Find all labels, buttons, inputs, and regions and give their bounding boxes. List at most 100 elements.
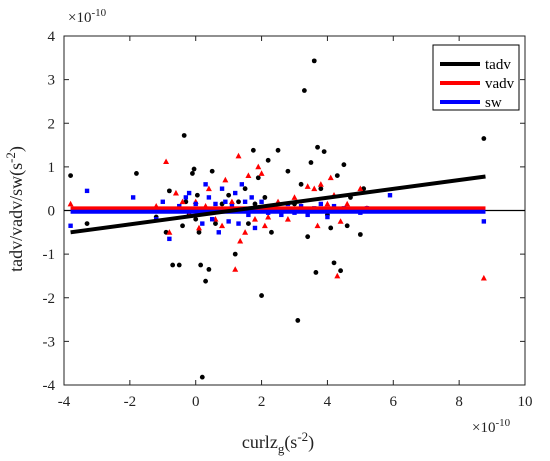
tadv-point — [193, 216, 199, 222]
tadv-point — [344, 223, 350, 229]
tadv-point — [194, 192, 200, 198]
vadv-point — [242, 229, 249, 235]
vadv-point — [205, 185, 212, 192]
sw-point — [130, 195, 136, 200]
vadv-point — [67, 200, 74, 207]
x-tick-label: -2 — [124, 394, 137, 410]
vadv-point — [232, 266, 239, 272]
tadv-point — [285, 168, 291, 174]
legend-box — [432, 44, 520, 111]
y-tick-label: 1 — [48, 160, 56, 176]
sw-point — [252, 225, 258, 231]
tadv-point — [255, 175, 261, 181]
tadv-point — [295, 318, 301, 323]
y-tick-label: -4 — [43, 378, 56, 394]
sw-point — [387, 193, 393, 198]
tadv-point — [199, 374, 205, 380]
tadv-point — [134, 171, 139, 176]
sw-point — [183, 195, 189, 200]
tadv-point — [321, 149, 327, 155]
legend-label-sw: sw — [485, 95, 502, 111]
tadv-point — [259, 293, 264, 298]
sw-point — [279, 212, 284, 218]
tadv-point — [196, 229, 202, 235]
y-tick-label: 0 — [48, 204, 56, 220]
sw-point — [209, 217, 215, 222]
sw-point — [200, 221, 205, 226]
sw-point — [84, 188, 90, 194]
vadv-point — [265, 213, 272, 220]
sw-point — [193, 201, 198, 207]
tadv-point — [209, 168, 215, 174]
y-tick-label: -3 — [43, 334, 56, 350]
tadv-point — [170, 262, 176, 268]
vadv-point — [284, 216, 291, 222]
tadv-point — [176, 262, 182, 268]
sw-point — [233, 190, 238, 196]
sw-point — [186, 190, 192, 196]
vadv-point — [327, 174, 334, 181]
sw-point — [219, 186, 225, 191]
y-axis-label: tadv/vadv/sw(s-2) — [3, 146, 27, 272]
tadv-point — [334, 173, 340, 179]
sw-point — [236, 221, 241, 226]
x-axis-label: curlzg(s-2) — [242, 429, 314, 456]
x-tick-label: 8 — [455, 394, 463, 410]
tadv-point — [318, 186, 324, 192]
tadv-point — [357, 232, 363, 237]
y-tick-label: -2 — [43, 291, 56, 307]
sw-point — [213, 201, 218, 207]
x-tick-label: 6 — [390, 394, 398, 410]
tadv-point — [250, 147, 256, 153]
tadv-point — [226, 192, 232, 198]
x-tick-label: 4 — [324, 394, 332, 410]
sw-point — [259, 199, 264, 204]
tadv-point — [252, 201, 258, 207]
tadv-point — [191, 166, 197, 172]
sw-point — [226, 219, 231, 224]
legend-label-tadv: tadv — [485, 57, 511, 73]
x-tick-label: 10 — [518, 394, 533, 410]
axes: -4 -2 0 2 4 6 8 10 -4 -3 -2 -1 0 1 2 3 4 — [43, 29, 533, 410]
vadv-point — [251, 216, 258, 222]
vadv-point — [311, 185, 318, 192]
tadv-point — [262, 195, 268, 200]
sw-point — [242, 199, 248, 204]
tadv-point — [68, 173, 73, 179]
legend: tadv vadv sw — [432, 44, 520, 111]
tadv-point — [311, 58, 317, 64]
vadv-point — [324, 200, 331, 207]
tadv-point — [315, 144, 320, 150]
vadv-point — [314, 222, 321, 229]
sw-point — [160, 199, 165, 204]
tadv-point — [265, 157, 271, 163]
sw-point — [229, 203, 235, 209]
sw-point — [325, 214, 330, 220]
tadv-point — [341, 162, 347, 168]
tadv-point — [338, 268, 343, 274]
sw-point — [223, 199, 228, 204]
tadv-fit-line — [70, 174, 486, 235]
vadv-point — [163, 158, 170, 165]
tadv-point — [213, 221, 218, 226]
fit-lines — [70, 174, 486, 235]
y-tick-label: 2 — [48, 116, 56, 132]
y-tick-label: 4 — [48, 29, 56, 45]
sw-point — [68, 223, 73, 228]
vadv-point — [219, 222, 226, 229]
tadv-point — [301, 88, 307, 93]
tadv-point — [331, 260, 337, 266]
tadv-point — [298, 181, 304, 187]
tadv-point — [308, 160, 314, 165]
sw-point — [177, 203, 182, 209]
y-tick-label: -1 — [43, 247, 56, 263]
sw-point — [216, 230, 221, 235]
tadv-point — [181, 133, 187, 138]
sw-point — [481, 219, 487, 224]
vadv-point — [255, 163, 262, 170]
vadv-point — [304, 183, 311, 189]
tadv-point — [328, 225, 334, 231]
vadv-point — [222, 176, 229, 183]
tadv-point — [190, 171, 195, 176]
vadv-point — [196, 224, 203, 231]
